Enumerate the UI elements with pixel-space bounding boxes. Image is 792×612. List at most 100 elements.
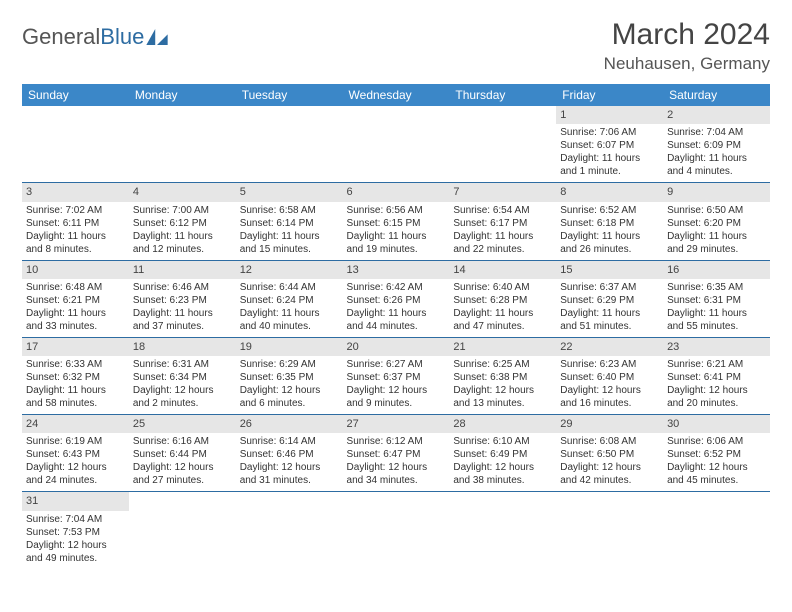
day-info: Sunrise: 6:58 AMSunset: 6:14 PMDaylight:… xyxy=(236,202,343,260)
calendar-empty xyxy=(343,106,450,183)
day-info: Sunrise: 6:40 AMSunset: 6:28 PMDaylight:… xyxy=(449,279,556,337)
calendar-day: 30Sunrise: 6:06 AMSunset: 6:52 PMDayligh… xyxy=(663,415,770,492)
day-info: Sunrise: 6:31 AMSunset: 6:34 PMDaylight:… xyxy=(129,356,236,414)
day-info: Sunrise: 7:06 AMSunset: 6:07 PMDaylight:… xyxy=(556,124,663,182)
calendar-day: 26Sunrise: 6:14 AMSunset: 6:46 PMDayligh… xyxy=(236,415,343,492)
day-info: Sunrise: 7:00 AMSunset: 6:12 PMDaylight:… xyxy=(129,202,236,260)
calendar-day: 15Sunrise: 6:37 AMSunset: 6:29 PMDayligh… xyxy=(556,260,663,337)
day-info: Sunrise: 6:52 AMSunset: 6:18 PMDaylight:… xyxy=(556,202,663,260)
weekday-header: Wednesday xyxy=(343,84,450,106)
day-info: Sunrise: 6:12 AMSunset: 6:47 PMDaylight:… xyxy=(343,433,450,491)
calendar-day: 7Sunrise: 6:54 AMSunset: 6:17 PMDaylight… xyxy=(449,183,556,260)
day-info: Sunrise: 6:23 AMSunset: 6:40 PMDaylight:… xyxy=(556,356,663,414)
day-info: Sunrise: 6:25 AMSunset: 6:38 PMDaylight:… xyxy=(449,356,556,414)
day-info: Sunrise: 6:56 AMSunset: 6:15 PMDaylight:… xyxy=(343,202,450,260)
day-info: Sunrise: 6:27 AMSunset: 6:37 PMDaylight:… xyxy=(343,356,450,414)
calendar-day: 16Sunrise: 6:35 AMSunset: 6:31 PMDayligh… xyxy=(663,260,770,337)
calendar-day: 8Sunrise: 6:52 AMSunset: 6:18 PMDaylight… xyxy=(556,183,663,260)
calendar-empty xyxy=(236,106,343,183)
day-number: 7 xyxy=(449,183,556,201)
day-number: 4 xyxy=(129,183,236,201)
day-number: 11 xyxy=(129,261,236,279)
logo: GeneralBlue xyxy=(22,18,168,50)
calendar-empty xyxy=(663,492,770,569)
calendar-empty xyxy=(449,492,556,569)
weekday-header-row: SundayMondayTuesdayWednesdayThursdayFrid… xyxy=(22,84,770,106)
day-number: 19 xyxy=(236,338,343,356)
day-number: 6 xyxy=(343,183,450,201)
day-number: 18 xyxy=(129,338,236,356)
calendar-day: 23Sunrise: 6:21 AMSunset: 6:41 PMDayligh… xyxy=(663,337,770,414)
day-number: 5 xyxy=(236,183,343,201)
day-number: 17 xyxy=(22,338,129,356)
day-number: 8 xyxy=(556,183,663,201)
calendar-empty xyxy=(22,106,129,183)
title-block: March 2024 Neuhausen, Germany xyxy=(604,18,770,74)
calendar-day: 1Sunrise: 7:06 AMSunset: 6:07 PMDaylight… xyxy=(556,106,663,183)
day-number: 26 xyxy=(236,415,343,433)
day-info: Sunrise: 6:19 AMSunset: 6:43 PMDaylight:… xyxy=(22,433,129,491)
calendar-day: 3Sunrise: 7:02 AMSunset: 6:11 PMDaylight… xyxy=(22,183,129,260)
calendar-day: 29Sunrise: 6:08 AMSunset: 6:50 PMDayligh… xyxy=(556,415,663,492)
calendar-day: 5Sunrise: 6:58 AMSunset: 6:14 PMDaylight… xyxy=(236,183,343,260)
day-number: 27 xyxy=(343,415,450,433)
calendar-day: 14Sunrise: 6:40 AMSunset: 6:28 PMDayligh… xyxy=(449,260,556,337)
calendar-empty xyxy=(449,106,556,183)
day-number: 21 xyxy=(449,338,556,356)
weekday-header: Sunday xyxy=(22,84,129,106)
day-number: 10 xyxy=(22,261,129,279)
calendar-day: 20Sunrise: 6:27 AMSunset: 6:37 PMDayligh… xyxy=(343,337,450,414)
day-number: 14 xyxy=(449,261,556,279)
calendar-row: 10Sunrise: 6:48 AMSunset: 6:21 PMDayligh… xyxy=(22,260,770,337)
calendar-day: 22Sunrise: 6:23 AMSunset: 6:40 PMDayligh… xyxy=(556,337,663,414)
weekday-header: Monday xyxy=(129,84,236,106)
calendar-day: 2Sunrise: 7:04 AMSunset: 6:09 PMDaylight… xyxy=(663,106,770,183)
calendar-empty xyxy=(129,492,236,569)
calendar-day: 17Sunrise: 6:33 AMSunset: 6:32 PMDayligh… xyxy=(22,337,129,414)
weekday-header: Tuesday xyxy=(236,84,343,106)
day-number: 24 xyxy=(22,415,129,433)
day-number: 13 xyxy=(343,261,450,279)
day-info: Sunrise: 6:54 AMSunset: 6:17 PMDaylight:… xyxy=(449,202,556,260)
calendar-day: 21Sunrise: 6:25 AMSunset: 6:38 PMDayligh… xyxy=(449,337,556,414)
calendar-day: 25Sunrise: 6:16 AMSunset: 6:44 PMDayligh… xyxy=(129,415,236,492)
calendar-empty xyxy=(556,492,663,569)
header: GeneralBlue March 2024 Neuhausen, German… xyxy=(22,18,770,74)
day-number: 2 xyxy=(663,106,770,124)
day-info: Sunrise: 7:04 AMSunset: 6:09 PMDaylight:… xyxy=(663,124,770,182)
day-number: 20 xyxy=(343,338,450,356)
day-number: 1 xyxy=(556,106,663,124)
day-info: Sunrise: 6:08 AMSunset: 6:50 PMDaylight:… xyxy=(556,433,663,491)
day-info: Sunrise: 6:50 AMSunset: 6:20 PMDaylight:… xyxy=(663,202,770,260)
calendar-day: 13Sunrise: 6:42 AMSunset: 6:26 PMDayligh… xyxy=(343,260,450,337)
calendar-day: 19Sunrise: 6:29 AMSunset: 6:35 PMDayligh… xyxy=(236,337,343,414)
calendar-row: 3Sunrise: 7:02 AMSunset: 6:11 PMDaylight… xyxy=(22,183,770,260)
logo-text-1: General xyxy=(22,24,100,50)
day-number: 15 xyxy=(556,261,663,279)
day-number: 12 xyxy=(236,261,343,279)
calendar-empty xyxy=(129,106,236,183)
calendar-day: 27Sunrise: 6:12 AMSunset: 6:47 PMDayligh… xyxy=(343,415,450,492)
day-info: Sunrise: 6:33 AMSunset: 6:32 PMDaylight:… xyxy=(22,356,129,414)
sail-icon xyxy=(146,29,168,45)
month-title: March 2024 xyxy=(604,18,770,52)
day-info: Sunrise: 6:42 AMSunset: 6:26 PMDaylight:… xyxy=(343,279,450,337)
calendar-row: 24Sunrise: 6:19 AMSunset: 6:43 PMDayligh… xyxy=(22,415,770,492)
calendar-row: 17Sunrise: 6:33 AMSunset: 6:32 PMDayligh… xyxy=(22,337,770,414)
day-number: 23 xyxy=(663,338,770,356)
day-number: 16 xyxy=(663,261,770,279)
day-info: Sunrise: 6:46 AMSunset: 6:23 PMDaylight:… xyxy=(129,279,236,337)
day-info: Sunrise: 6:14 AMSunset: 6:46 PMDaylight:… xyxy=(236,433,343,491)
day-info: Sunrise: 7:02 AMSunset: 6:11 PMDaylight:… xyxy=(22,202,129,260)
day-info: Sunrise: 6:37 AMSunset: 6:29 PMDaylight:… xyxy=(556,279,663,337)
weekday-header: Saturday xyxy=(663,84,770,106)
weekday-header: Thursday xyxy=(449,84,556,106)
calendar-table: SundayMondayTuesdayWednesdayThursdayFrid… xyxy=(22,84,770,569)
calendar-row: 31Sunrise: 7:04 AMSunset: 7:53 PMDayligh… xyxy=(22,492,770,569)
calendar-day: 4Sunrise: 7:00 AMSunset: 6:12 PMDaylight… xyxy=(129,183,236,260)
calendar-empty xyxy=(236,492,343,569)
calendar-day: 12Sunrise: 6:44 AMSunset: 6:24 PMDayligh… xyxy=(236,260,343,337)
day-info: Sunrise: 6:06 AMSunset: 6:52 PMDaylight:… xyxy=(663,433,770,491)
day-number: 9 xyxy=(663,183,770,201)
day-info: Sunrise: 7:04 AMSunset: 7:53 PMDaylight:… xyxy=(22,511,129,569)
